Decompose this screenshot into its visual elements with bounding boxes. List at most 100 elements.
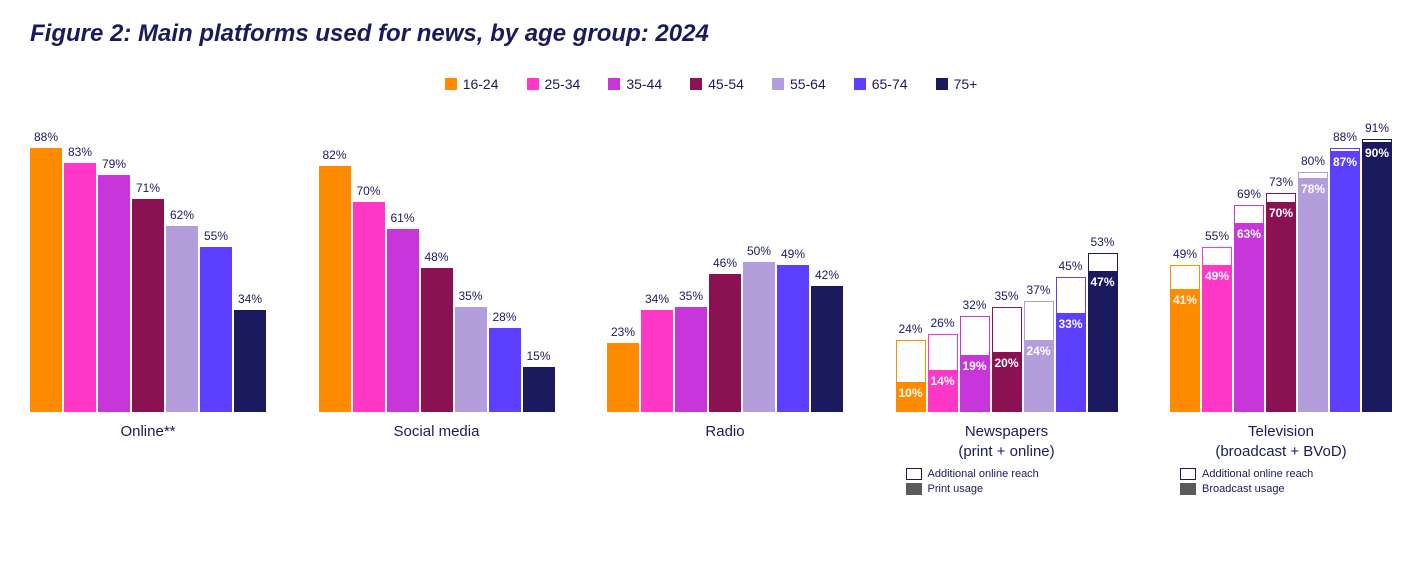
- bar-value-label: 34%: [645, 292, 669, 306]
- bar-base-segment: 19%: [960, 355, 990, 412]
- legend-label: 25-34: [545, 76, 581, 92]
- bar-base-segment: 87%: [1330, 151, 1360, 412]
- bar-value-label: 34%: [238, 292, 262, 306]
- bar: 49% 41%: [1170, 112, 1200, 412]
- bar-value-label: 50%: [747, 244, 771, 258]
- bar: 80%78%: [1298, 112, 1328, 412]
- bar-value-label: 48%: [424, 250, 448, 264]
- bar-base-label: 14%: [928, 370, 958, 388]
- bar-additional-segment: [960, 316, 990, 355]
- bar: 55% 49%: [1202, 112, 1232, 412]
- bar: 61%: [387, 112, 419, 412]
- bar-additional-segment: [1234, 205, 1264, 223]
- bar-stack: 80%78%: [1298, 172, 1328, 412]
- chart-television: 49%41%55%49%69%63%73%70%80%78%88%87%91%9…: [1170, 112, 1392, 498]
- bar-total-label: 49%: [1173, 247, 1197, 261]
- sub-legend-label: Additional online reach: [1202, 468, 1313, 480]
- legend-label: 35-44: [626, 76, 662, 92]
- bar-total-label: 45%: [1058, 259, 1082, 273]
- sub-legend-swatch: [906, 483, 922, 495]
- bar: 28%: [489, 112, 521, 412]
- bar: 24% 10%: [896, 112, 926, 412]
- bar-value-label: 35%: [458, 289, 482, 303]
- bar-value-label: 46%: [713, 256, 737, 270]
- bar-base-segment: 47%: [1088, 271, 1118, 412]
- bar-base-label: 49%: [1202, 265, 1232, 283]
- bar-base-label: 90%: [1362, 142, 1392, 160]
- legend-swatch: [608, 78, 620, 90]
- bar-stack: 88%87%: [1330, 148, 1360, 412]
- bar-base-segment: 14%: [928, 370, 958, 412]
- bar-stack: 35%20%: [992, 307, 1022, 412]
- bar-total-label: 37%: [1026, 283, 1050, 297]
- bar-value-label: 71%: [136, 181, 160, 195]
- bar-fill: 82%: [319, 166, 351, 412]
- bar-stack: 69%63%: [1234, 205, 1264, 412]
- legend-item: 25-34: [527, 76, 581, 92]
- legend-label: 65-74: [872, 76, 908, 92]
- bar: 55%: [200, 112, 232, 412]
- legend-swatch: [772, 78, 784, 90]
- bar: 34%: [641, 112, 673, 412]
- bar: 37% 24%: [1024, 112, 1054, 412]
- bar-value-label: 79%: [102, 157, 126, 171]
- bar-base-segment: 33%: [1056, 313, 1086, 412]
- bar-base-label: 33%: [1056, 313, 1086, 331]
- sub-legend: Additional online reach Print usage: [896, 468, 1039, 498]
- legend-item: 35-44: [608, 76, 662, 92]
- sub-legend-item: Additional online reach: [906, 468, 1039, 480]
- bar-base-label: 78%: [1298, 178, 1328, 196]
- bar: 82%: [319, 112, 351, 412]
- bar-fill: 34%: [641, 310, 673, 412]
- legend-swatch: [445, 78, 457, 90]
- bar-total-label: 55%: [1205, 229, 1229, 243]
- chart-social-media: 82%70%61%48%35%28%15%Social media: [319, 112, 555, 462]
- bar: 70%: [353, 112, 385, 412]
- chart-label: Social media: [394, 422, 480, 462]
- chart-online: 88%83%79%71%62%55%34%Online**: [30, 112, 266, 462]
- bar-base-label: 63%: [1234, 223, 1264, 241]
- bar-value-label: 15%: [526, 349, 550, 363]
- chart-label: Newspapers(print + online): [958, 422, 1054, 462]
- legend-item: 75+: [936, 76, 978, 92]
- bar-base-label: 10%: [896, 382, 926, 400]
- bar-stack: 26%14%: [928, 334, 958, 412]
- bar: 50%: [743, 112, 775, 412]
- bar: 79%: [98, 112, 130, 412]
- bar-total-label: 24%: [898, 322, 922, 336]
- bar: 26%14%: [928, 112, 958, 412]
- bar-additional-segment: [1088, 253, 1118, 271]
- bar-stack: 37%24%: [1024, 301, 1054, 412]
- bar-value-label: 61%: [390, 211, 414, 225]
- bar-fill: 34%: [234, 310, 266, 412]
- bar: 62%: [166, 112, 198, 412]
- bar-base-segment: 78%: [1298, 178, 1328, 412]
- bar: 23%: [607, 112, 639, 412]
- bar-value-label: 62%: [170, 208, 194, 222]
- figure-title: Figure 2: Main platforms used for news, …: [30, 20, 1392, 48]
- bar-base-label: 24%: [1024, 340, 1054, 358]
- bar: 32%19%: [960, 112, 990, 412]
- chart-radio: 23%34%35%46%50%49%42%Radio: [607, 112, 843, 462]
- bar: 46%: [709, 112, 741, 412]
- bar-fill: 61%: [387, 229, 419, 412]
- bar-total-label: 69%: [1237, 187, 1261, 201]
- bar: 35%: [675, 112, 707, 412]
- bar-base-segment: 41%: [1170, 289, 1200, 412]
- bar: 69% 63%: [1234, 112, 1264, 412]
- bar-additional-segment: [928, 334, 958, 370]
- sub-legend-label: Print usage: [928, 483, 984, 495]
- bar-value-label: 49%: [781, 247, 805, 261]
- legend-label: 45-54: [708, 76, 744, 92]
- sub-legend-swatch: [1180, 483, 1196, 495]
- bar-value-label: 83%: [68, 145, 92, 159]
- bar-fill: 48%: [421, 268, 453, 412]
- bar-base-segment: 90%: [1362, 142, 1392, 412]
- bars-area: 24%10%26%14%32%19%35%20%37%24%45%33%53%4…: [896, 112, 1118, 412]
- legend-item: 65-74: [854, 76, 908, 92]
- bar-fill: 55%: [200, 247, 232, 412]
- bar-base-segment: 24%: [1024, 340, 1054, 412]
- bar-fill: 35%: [455, 307, 487, 412]
- bar-total-label: 35%: [994, 289, 1018, 303]
- bar-additional-segment: [1170, 265, 1200, 289]
